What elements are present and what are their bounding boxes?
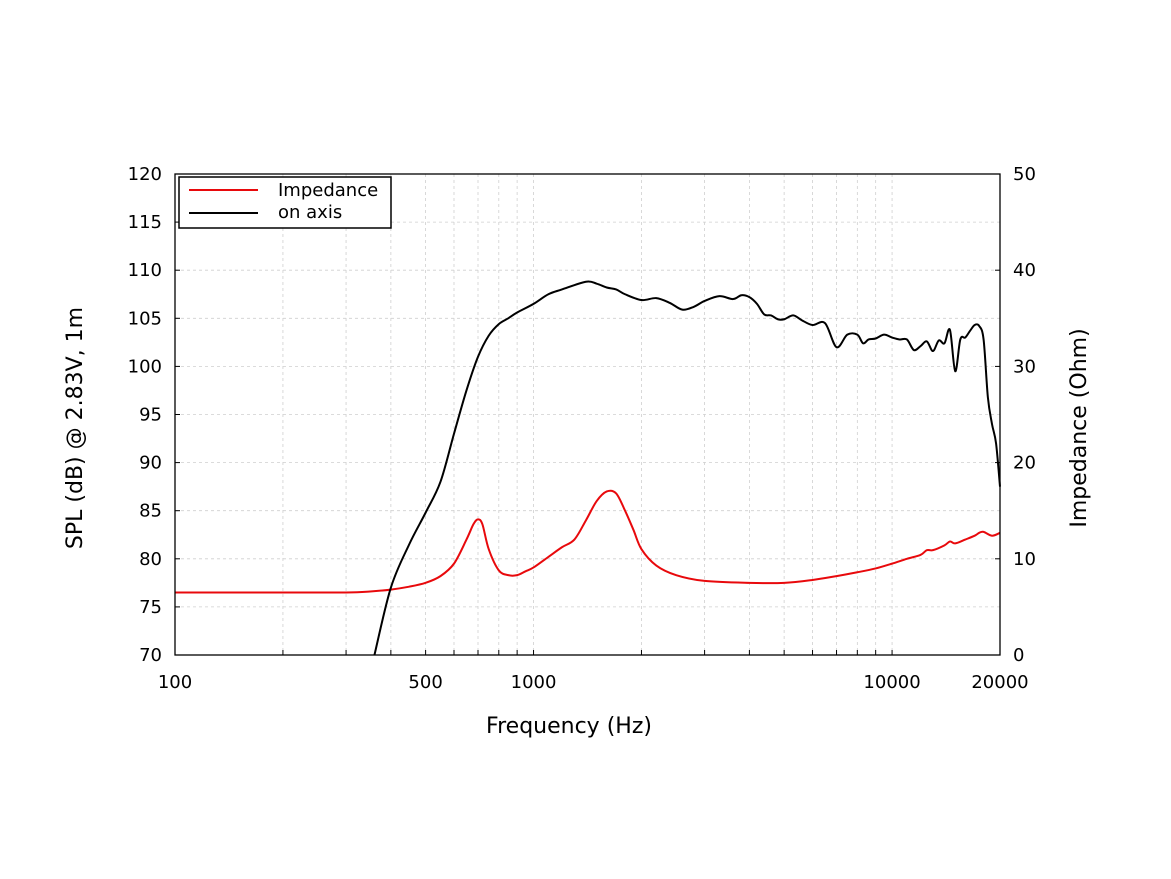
y-axis-title: SPL (dB) @ 2.83V, 1m: [63, 307, 88, 549]
y2-tick-label: 50: [1013, 164, 1036, 185]
legend: Impedance on axis: [178, 176, 392, 229]
y-tick-label: 85: [139, 501, 162, 522]
y-tick-label: 105: [128, 308, 162, 329]
series-lines: [175, 280, 1001, 656]
x-tick-label: 20000: [971, 672, 1028, 693]
y-tick-label: 90: [139, 453, 162, 474]
y-tick-label: 80: [139, 549, 162, 570]
y-tick-label: 100: [128, 356, 162, 377]
y-tick-label: 75: [139, 597, 162, 618]
x-axis-title: Frequency (Hz): [486, 714, 652, 739]
y2-axis-title: Impedance (Ohm): [1067, 328, 1092, 527]
x-tick-label: 500: [408, 672, 442, 693]
legend-label-on-axis: on axis: [278, 202, 342, 223]
y-tick-label: 95: [139, 405, 162, 426]
axis-ticks: 100 500 1000 10000 2000070758085909510010511…: [128, 164, 1036, 693]
y-tick-label: 110: [128, 260, 162, 281]
x-tick-label: 10000: [863, 672, 920, 693]
legend-box: [178, 176, 392, 229]
grid: [175, 174, 1000, 655]
y-tick-label: 120: [128, 164, 162, 185]
series-line-impedance: [175, 489, 1001, 594]
plot-frame: [174, 173, 1001, 656]
x-tick-label: 1000: [511, 672, 557, 693]
y2-tick-label: 30: [1013, 356, 1036, 377]
legend-label-impedance: Impedance: [278, 180, 378, 201]
y2-tick-label: 20: [1013, 453, 1036, 474]
y-tick-label: 70: [139, 645, 162, 666]
y2-tick-label: 40: [1013, 260, 1036, 281]
y2-tick-label: 0: [1013, 645, 1024, 666]
series-line-on-axis: [373, 280, 1001, 656]
y-tick-label: 115: [128, 212, 162, 233]
x-tick-label: 100: [158, 672, 192, 693]
y2-tick-label: 10: [1013, 549, 1036, 570]
